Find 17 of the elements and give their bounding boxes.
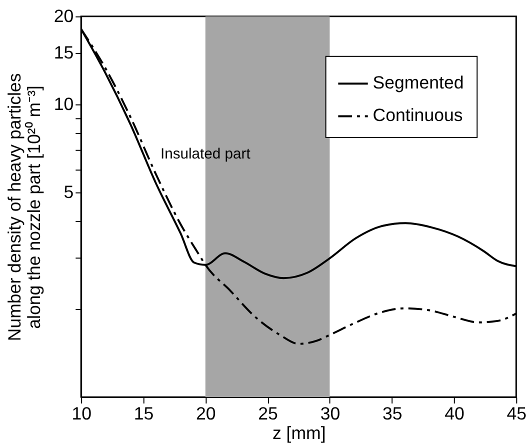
x-tick-label: 25	[258, 403, 278, 424]
x-tick-label: 35	[382, 403, 402, 424]
y-tick-label: 10	[54, 94, 74, 114]
y-tick-label: 20	[54, 6, 74, 26]
band-label: Insulated part	[160, 146, 252, 162]
y-axis-title: Number density of heavy particles along the nozzle part [10²⁰ m⁻³]	[4, 73, 44, 342]
x-tick-label: 45	[506, 403, 527, 424]
x-tick-label: 30	[320, 403, 340, 424]
x-axis-title: z [mm]	[272, 423, 326, 444]
y-tick-label: 5	[64, 182, 74, 202]
x-tick-label: 40	[444, 403, 465, 424]
legend-label: Continuous	[372, 105, 463, 126]
x-tick-label: 10	[72, 403, 92, 424]
x-tick-label: 15	[134, 403, 154, 424]
x-tick-label: 20	[196, 403, 216, 424]
legend-label: Segmented	[372, 72, 464, 93]
y-tick-label: 15	[54, 42, 74, 62]
